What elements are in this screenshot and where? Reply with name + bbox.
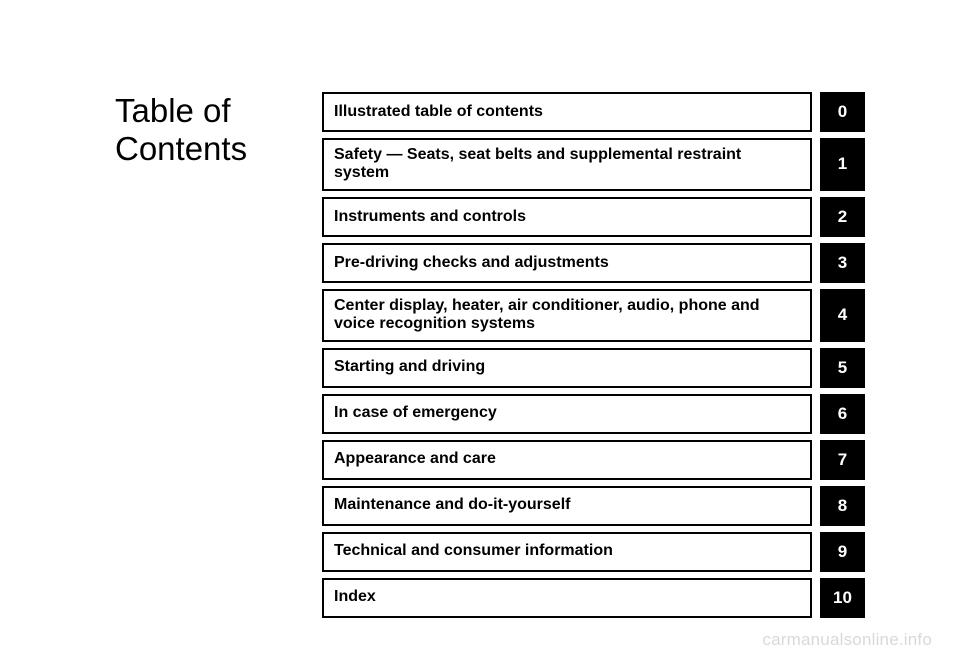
title-line-2: Contents xyxy=(115,130,247,167)
toc-number: 6 xyxy=(820,394,865,434)
toc-label: Appearance and care xyxy=(322,440,812,480)
toc-number: 5 xyxy=(820,348,865,388)
toc-label: Index xyxy=(322,578,812,618)
toc-row: Appearance and care 7 xyxy=(322,440,867,480)
toc-number: 3 xyxy=(820,243,865,283)
toc-row: Index 10 xyxy=(322,578,867,618)
toc-row: Center display, heater, air conditioner,… xyxy=(322,289,867,342)
page-content: Table of Contents Illustrated table of c… xyxy=(0,0,960,90)
title-line-1: Table of xyxy=(115,92,231,129)
toc-row: Technical and consumer information 9 xyxy=(322,532,867,572)
toc-number: 9 xyxy=(820,532,865,572)
table-of-contents: Illustrated table of contents 0 Safety —… xyxy=(322,92,867,624)
page-title: Table of Contents xyxy=(115,92,247,168)
toc-row: Pre-driving checks and adjustments 3 xyxy=(322,243,867,283)
toc-label: In case of emergency xyxy=(322,394,812,434)
toc-label: Starting and driving xyxy=(322,348,812,388)
watermark-text: carmanualsonline.info xyxy=(762,630,932,650)
toc-label: Maintenance and do-it-yourself xyxy=(322,486,812,526)
toc-label: Center display, heater, air conditioner,… xyxy=(322,289,812,342)
toc-label: Technical and consumer information xyxy=(322,532,812,572)
toc-number: 2 xyxy=(820,197,865,237)
toc-row: Maintenance and do-it-yourself 8 xyxy=(322,486,867,526)
toc-number: 8 xyxy=(820,486,865,526)
toc-number: 1 xyxy=(820,138,865,191)
toc-row: Instruments and controls 2 xyxy=(322,197,867,237)
toc-row: Starting and driving 5 xyxy=(322,348,867,388)
toc-number: 10 xyxy=(820,578,865,618)
toc-label: Safety — Seats, seat belts and supplemen… xyxy=(322,138,812,191)
toc-row: In case of emergency 6 xyxy=(322,394,867,434)
toc-number: 4 xyxy=(820,289,865,342)
toc-label: Instruments and controls xyxy=(322,197,812,237)
toc-label: Illustrated table of contents xyxy=(322,92,812,132)
toc-label: Pre-driving checks and adjustments xyxy=(322,243,812,283)
toc-number: 7 xyxy=(820,440,865,480)
toc-row: Safety — Seats, seat belts and supplemen… xyxy=(322,138,867,191)
toc-number: 0 xyxy=(820,92,865,132)
toc-row: Illustrated table of contents 0 xyxy=(322,92,867,132)
